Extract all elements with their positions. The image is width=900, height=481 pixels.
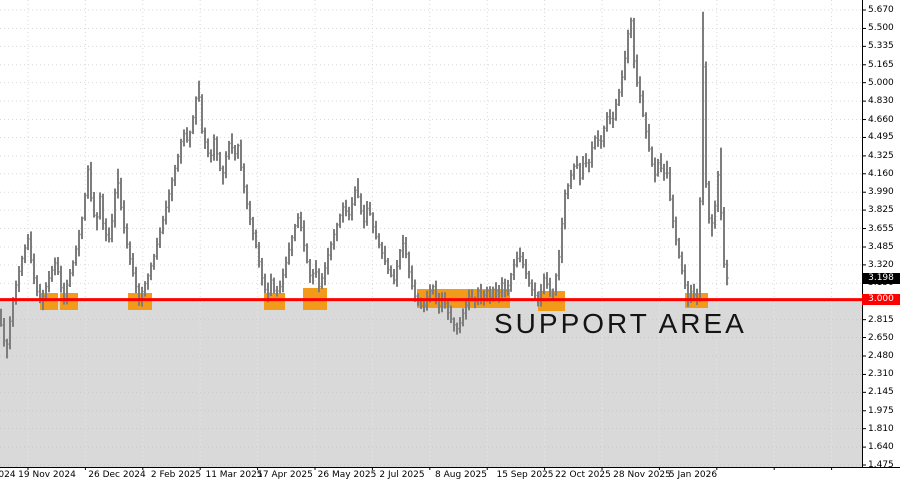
y-axis-tick-label: 5.500 bbox=[868, 23, 894, 34]
y-axis-tick-label: 1.475 bbox=[868, 460, 894, 470]
y-axis-tick-label: 4.660 bbox=[868, 114, 894, 125]
x-axis-date-label: 11 Mar 2025 bbox=[205, 470, 263, 480]
x-axis-date-label: 26 Dec 2024 bbox=[88, 470, 146, 480]
x-axis-date-label: 2 Feb 2025 bbox=[150, 470, 202, 480]
x-axis-date-label: 024 bbox=[0, 470, 16, 480]
y-axis-tick-label: 4.325 bbox=[868, 150, 894, 161]
current-price-tag: 3.198 bbox=[862, 272, 900, 284]
support-price-tag: 3.000 bbox=[862, 294, 900, 306]
y-axis-tick-label: 4.160 bbox=[868, 168, 894, 179]
x-axis-date-label: 15 Sep 2025 bbox=[496, 470, 554, 480]
y-axis-tick-label: 4.830 bbox=[868, 96, 894, 107]
y-axis-tick-label: 4.495 bbox=[868, 132, 894, 143]
y-axis-tick-label: 2.145 bbox=[868, 387, 894, 398]
y-axis-tick-label: 1.640 bbox=[868, 442, 894, 453]
x-axis-date-label: 28 Nov 2025 bbox=[613, 470, 671, 480]
y-axis-tick-label: 3.990 bbox=[868, 187, 894, 198]
y-axis-tick-label: 2.815 bbox=[868, 314, 894, 325]
y-axis-tick-label: 1.810 bbox=[868, 423, 894, 434]
y-axis-tick-label: 5.165 bbox=[868, 59, 894, 70]
y-axis-tick-label: 2.480 bbox=[868, 350, 894, 361]
y-axis-tick-label: 3.320 bbox=[868, 259, 894, 270]
y-axis-tick-label: 5.000 bbox=[868, 77, 894, 88]
x-axis-date-label: 5 Jan 2026 bbox=[668, 470, 718, 480]
y-axis-tick-label: 3.485 bbox=[868, 241, 894, 252]
x-axis-date-label: 26 May 2025 bbox=[317, 470, 377, 480]
x-axis-date-label: 2 Jul 2025 bbox=[379, 470, 425, 480]
x-axis-date-label: 8 Aug 2025 bbox=[435, 470, 487, 480]
y-axis-tick-label: 3.655 bbox=[868, 223, 894, 234]
x-axis-date-label: 17 Apr 2025 bbox=[257, 470, 313, 480]
x-axis-date-label: 19 Nov 2024 bbox=[18, 470, 76, 480]
y-axis-tick-label: 3.825 bbox=[868, 205, 894, 216]
y-axis-tick-label: 2.650 bbox=[868, 332, 894, 343]
x-axis-date-label: 22 Oct 2025 bbox=[555, 470, 611, 480]
y-axis-tick-label: 1.975 bbox=[868, 405, 894, 416]
y-axis-tick-label: 5.670 bbox=[868, 5, 894, 15]
y-axis-tick-label: 5.335 bbox=[868, 41, 894, 52]
support-area-annotation: SUPPORT AREA bbox=[494, 308, 747, 339]
y-axis-tick-label: 2.310 bbox=[868, 369, 894, 380]
